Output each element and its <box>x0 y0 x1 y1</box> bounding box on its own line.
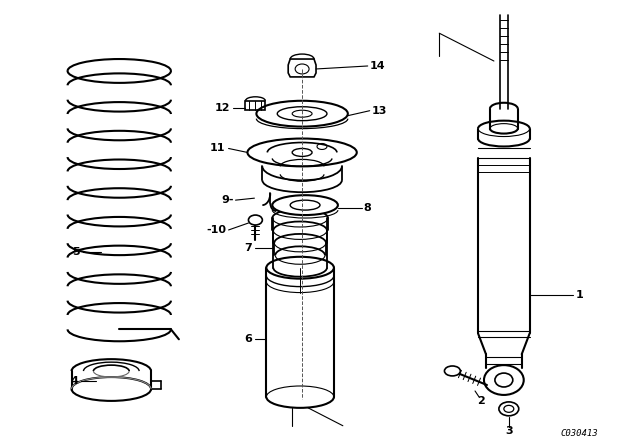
Text: 7: 7 <box>244 243 252 253</box>
Text: 8: 8 <box>364 203 371 213</box>
Text: C030413: C030413 <box>561 429 598 438</box>
Text: 1: 1 <box>575 289 583 300</box>
Text: 14: 14 <box>370 61 385 71</box>
Ellipse shape <box>499 402 519 416</box>
Ellipse shape <box>266 257 334 279</box>
Ellipse shape <box>444 366 460 376</box>
Text: 11: 11 <box>210 143 225 154</box>
Ellipse shape <box>248 138 356 166</box>
Text: 9-: 9- <box>221 195 234 205</box>
Ellipse shape <box>277 107 327 121</box>
Ellipse shape <box>495 373 513 387</box>
Text: 13: 13 <box>372 106 387 116</box>
Text: 3: 3 <box>505 426 513 436</box>
Text: 12: 12 <box>215 103 230 113</box>
Ellipse shape <box>292 110 312 117</box>
Polygon shape <box>288 59 316 77</box>
Text: -10: -10 <box>207 225 227 235</box>
Ellipse shape <box>290 200 320 210</box>
Text: 2: 2 <box>477 396 485 406</box>
Ellipse shape <box>248 215 262 225</box>
Text: 5: 5 <box>72 247 79 257</box>
Ellipse shape <box>257 101 348 127</box>
Text: 4: 4 <box>70 376 79 386</box>
Ellipse shape <box>272 195 338 215</box>
Text: 6: 6 <box>244 334 252 344</box>
Ellipse shape <box>484 365 524 395</box>
